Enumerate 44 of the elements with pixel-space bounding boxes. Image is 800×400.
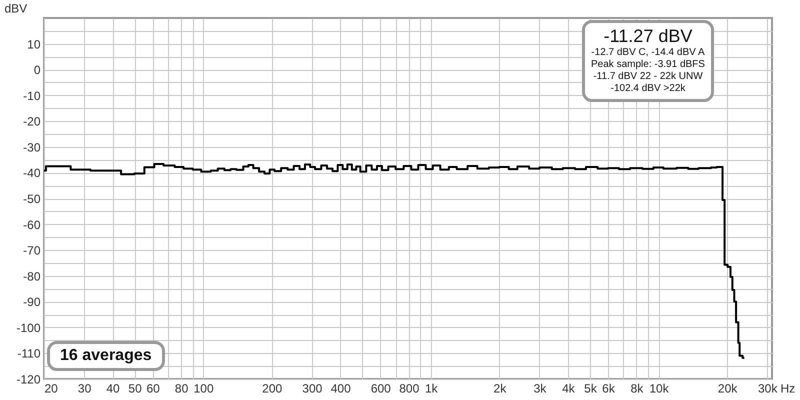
x-tick-label: 10k bbox=[649, 382, 670, 396]
x-tick-label: 1k bbox=[425, 382, 439, 396]
y-tick-label: -120 bbox=[16, 372, 41, 386]
annotation: -11.27 dBV bbox=[602, 25, 694, 47]
x-tick-label: 200 bbox=[262, 382, 283, 396]
annotation: -12.7 dBV C, -14.4 dBV A bbox=[590, 47, 706, 59]
x-tick-label: 6k bbox=[602, 382, 616, 396]
x-tick-label: 8k bbox=[630, 382, 644, 396]
x-tick-label: 30k bbox=[758, 382, 778, 396]
y-tick-label: -100 bbox=[16, 320, 41, 335]
y-tick-label: -30 bbox=[23, 140, 41, 154]
y-tick-label: -90 bbox=[23, 295, 41, 310]
x-tick-label: 800 bbox=[399, 382, 420, 396]
x-tick-label: 20 bbox=[44, 382, 58, 396]
y-axis-title: dBV bbox=[4, 2, 28, 16]
x-tick-label: 600 bbox=[370, 382, 392, 396]
y-tick-label: -40 bbox=[23, 166, 41, 180]
x-tick-label: 60 bbox=[146, 382, 160, 396]
annotation: 16 averages bbox=[47, 341, 165, 371]
x-tick-label: 50 bbox=[128, 382, 142, 396]
x-tick-label: 80 bbox=[174, 382, 189, 396]
x-tick-label: 20k bbox=[718, 382, 738, 396]
x-tick-label: 300 bbox=[302, 382, 323, 396]
y-tick-label: 10 bbox=[27, 37, 41, 52]
x-axis-title: Hz bbox=[780, 382, 796, 396]
x-tick-label: 3k bbox=[534, 382, 548, 396]
x-tick-label: 100 bbox=[194, 382, 214, 396]
x-tick-label: 2k bbox=[494, 382, 508, 396]
y-tick-label: -20 bbox=[23, 114, 41, 129]
x-tick-label: 30 bbox=[78, 382, 92, 396]
y-tick-label: -10 bbox=[23, 88, 41, 103]
y-tick-label: -60 bbox=[23, 218, 41, 232]
y-tick-label: -50 bbox=[23, 192, 41, 206]
y-tick-label: -110 bbox=[17, 346, 41, 361]
y-tick-label: -70 bbox=[23, 244, 41, 258]
x-tick-label: 40 bbox=[106, 382, 120, 396]
x-tick-label: 400 bbox=[330, 382, 352, 396]
y-tick-label: -80 bbox=[23, 269, 41, 284]
annotation: -11.7 dBV 22 - 22k UNW bbox=[592, 71, 704, 83]
x-tick-label: 4k bbox=[562, 382, 576, 396]
annotation: Peak sample: -3.91 dBFS bbox=[590, 59, 706, 71]
y-tick-label: 0 bbox=[34, 63, 41, 78]
annotation: -102.4 dBV >22k bbox=[610, 83, 686, 95]
x-tick-label: 5k bbox=[584, 382, 598, 396]
